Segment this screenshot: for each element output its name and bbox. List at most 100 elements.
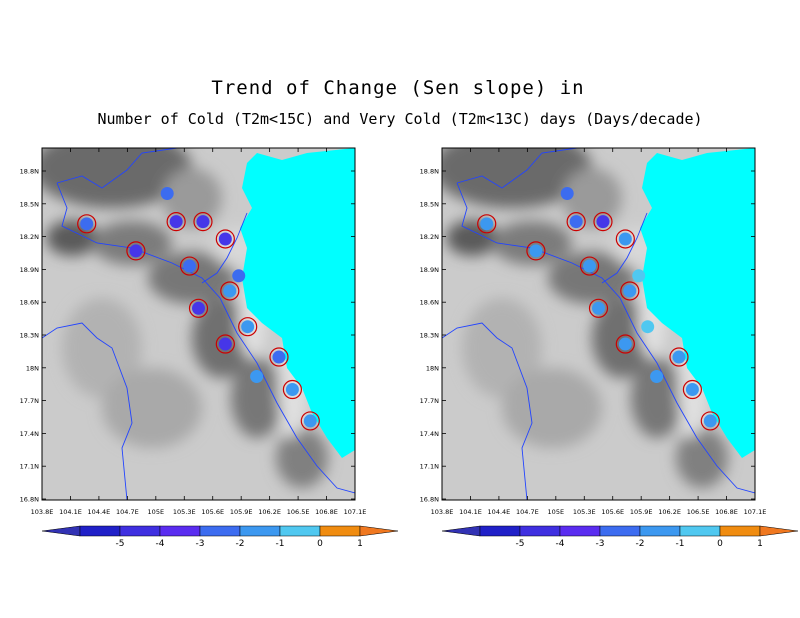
station-marker <box>250 370 264 384</box>
colorbar-label: -1 <box>676 539 685 549</box>
significance-ring <box>669 347 689 367</box>
lon-tick-label: 104.4E <box>88 508 111 516</box>
colorbar-very-cold-days: -5 -4 -3 -2 -1 0 1 <box>441 525 799 549</box>
colorbar-label: -1 <box>276 539 285 549</box>
lat-tick-label: 18.5N <box>420 200 439 208</box>
colorbars: -5 -4 -3 -2 -1 0 1 -5 -4 -3 -2 -1 0 1 <box>41 525 799 549</box>
lon-tick-label: 106.5E <box>287 508 310 516</box>
significance-ring <box>588 298 609 318</box>
map-panel-very-cold-days: 18.8N 18.5N 18.2N 18.9N 18.6N 18.3N 18N 17.7N 17… <box>420 128 766 516</box>
axis-labels: 18.8N 18.5N 18.2N 18.9N 18.6N 18.3N 18N 17.7N 17… <box>420 148 766 516</box>
colorbar-segment <box>199 525 241 537</box>
significance-ring <box>188 298 209 318</box>
station-marker <box>232 269 246 283</box>
lon-tick-label: 105.9E <box>230 508 253 516</box>
station-marker <box>596 215 610 229</box>
significance-ring <box>238 317 258 337</box>
significance-ring <box>215 229 235 249</box>
station-marker <box>272 350 286 364</box>
lat-tick-label: 18.3N <box>420 332 439 340</box>
stations-cold-days <box>77 186 320 431</box>
lat-tick-label: 18.2N <box>420 233 439 241</box>
significance-ring <box>682 379 703 400</box>
lon-tick-label: 104.7E <box>116 508 139 516</box>
significance-ring <box>566 212 586 232</box>
significance-ring <box>615 334 635 354</box>
lat-tick-label: 16.8N <box>20 496 39 504</box>
colorbar-label: -2 <box>636 539 645 549</box>
colorbar-segment <box>599 525 641 537</box>
station-marker <box>192 301 205 315</box>
lon-tick-label: 106.2E <box>258 508 281 516</box>
colorbar-segment <box>639 525 681 537</box>
colorbar-label: -4 <box>156 539 165 549</box>
lon-tick-label: 104.1E <box>59 508 82 516</box>
lon-tick-label: 105.3E <box>173 508 196 516</box>
colorbar-segment <box>719 525 761 537</box>
lat-tick-label: 17.4N <box>420 430 439 438</box>
map-frame <box>441 147 756 501</box>
colorbar-label: 1 <box>757 539 763 549</box>
station-marker <box>223 284 237 298</box>
lon-tick-label: 104.1E <box>459 508 482 516</box>
station-marker <box>560 186 574 200</box>
lon-tick-label: 104.4E <box>488 508 511 516</box>
station-marker <box>218 232 232 246</box>
lat-tick-label: 18.5N <box>20 200 39 208</box>
lat-tick-label: 18N <box>426 364 439 372</box>
lat-tick-label: 17.1N <box>20 463 39 471</box>
station-marker <box>569 215 583 229</box>
lon-tick-label: 103.8E <box>431 508 454 516</box>
lat-tick-label: 18.9N <box>420 266 439 274</box>
lat-tick-label: 18.2N <box>20 233 39 241</box>
lat-tick-label: 17.7N <box>420 397 439 405</box>
lon-tick-label: 106.8E <box>715 508 738 516</box>
lon-tick-label: 105.6E <box>601 508 624 516</box>
significance-ring <box>300 411 320 431</box>
colorbar-label: -3 <box>596 539 605 549</box>
colorbar-segment <box>119 525 161 537</box>
station-marker <box>641 320 655 334</box>
significance-ring <box>269 347 289 367</box>
lon-tick-label: 105.9E <box>630 508 653 516</box>
lon-tick-label: 105.3E <box>573 508 596 516</box>
significance-ring <box>615 229 635 249</box>
colorbar-cold-days: -5 -4 -3 -2 -1 0 1 <box>41 525 399 549</box>
colorbar-segment <box>159 525 201 537</box>
lat-tick-label: 18.8N <box>20 168 39 176</box>
significance-ring <box>620 281 640 301</box>
title-line-1: Trend of Change (Sen slope) in <box>211 77 584 99</box>
lat-tick-label: 17.1N <box>420 463 439 471</box>
colorbar-label: 1 <box>357 539 363 549</box>
colorbar-label: 0 <box>717 539 723 549</box>
station-marker <box>480 217 494 231</box>
station-marker <box>618 232 632 246</box>
colorbar-segment <box>79 525 121 537</box>
map-very-cold-days-basemap <box>432 128 755 500</box>
lon-tick-label: 106.8E <box>315 508 338 516</box>
lat-tick-label: 18.6N <box>420 299 439 307</box>
lat-tick-label: 18.8N <box>420 168 439 176</box>
colorbar-segment <box>519 525 561 537</box>
lon-tick-label: 105E <box>148 508 165 516</box>
colorbar-label: 0 <box>317 539 323 549</box>
colorbar-segment <box>679 525 721 537</box>
colorbar-label: -4 <box>556 539 565 549</box>
significance-ring <box>593 212 613 232</box>
colorbar-segment <box>479 525 521 537</box>
lon-tick-label: 106.2E <box>658 508 681 516</box>
map-panel-cold-days: 18.8N 18.5N 18.2N 18.9N 18.6N 18.3N 18N 17.7N 17… <box>20 128 367 516</box>
map-cold-days-basemap <box>32 128 355 500</box>
lon-tick-label: 105.6E <box>201 508 224 516</box>
lat-tick-label: 18N <box>26 364 39 372</box>
lon-tick-label: 107.1E <box>344 508 367 516</box>
significance-ring <box>126 241 146 261</box>
lon-tick-label: 103.8E <box>31 508 54 516</box>
lon-tick-label: 104.7E <box>516 508 539 516</box>
significance-ring <box>215 334 235 354</box>
lat-tick-label: 16.8N <box>420 496 439 504</box>
colorbar-label: -2 <box>236 539 245 549</box>
station-marker <box>703 414 717 428</box>
significance-ring <box>579 256 600 276</box>
colorbar-label: -5 <box>516 539 525 549</box>
